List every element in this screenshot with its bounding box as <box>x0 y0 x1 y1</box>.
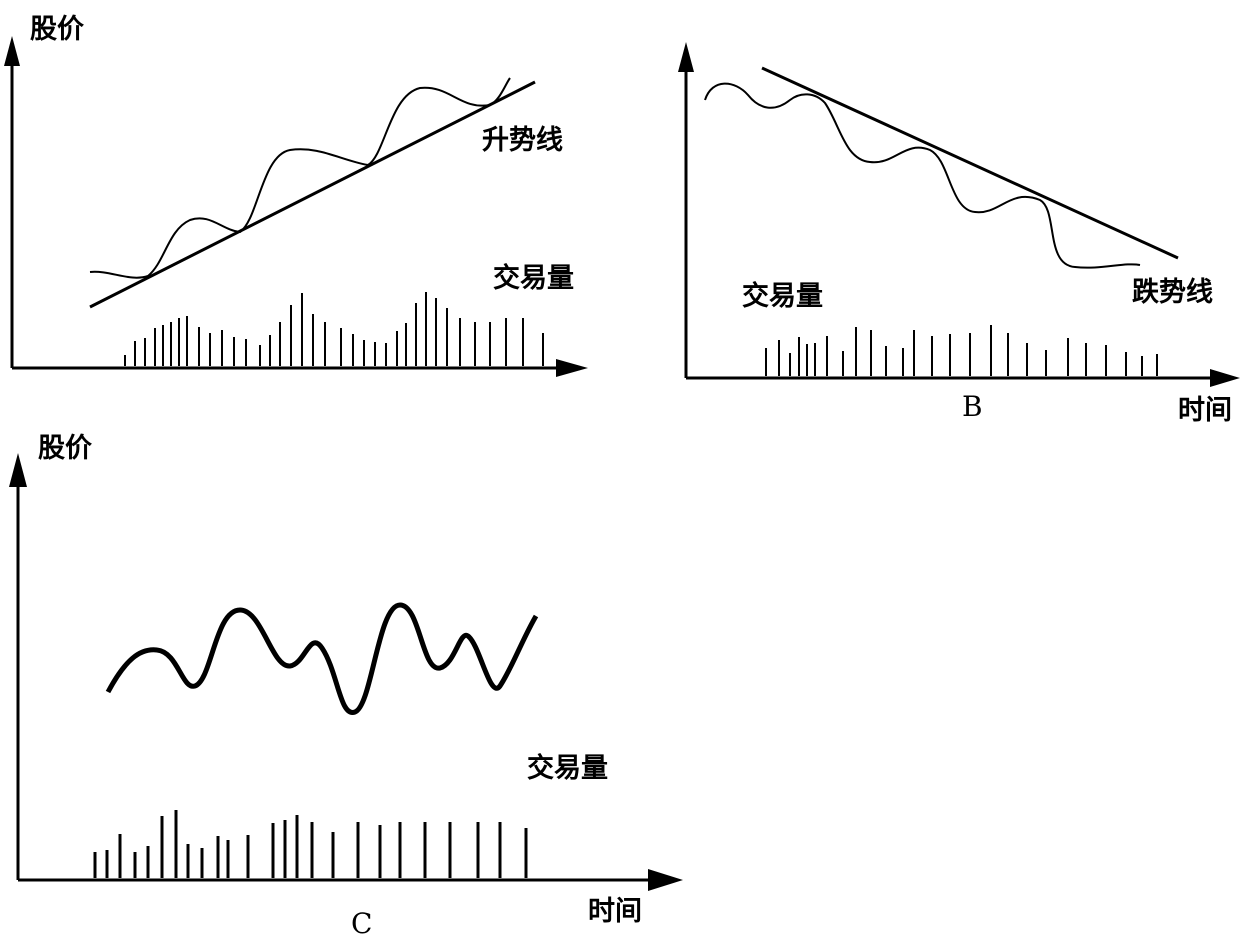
panel-c-price-curve <box>105 602 539 715</box>
panel-a-price-curve <box>89 77 511 279</box>
panel-a-trend-label: 升势线 <box>482 125 563 156</box>
panel-b-trend-label: 跌势线 <box>1132 277 1213 308</box>
panel-a-y-axis-label: 股价 <box>30 14 85 45</box>
panel-a-volume-bars <box>124 292 544 366</box>
panel-c-y-axis-label: 股价 <box>38 433 93 464</box>
panel-b: 交易量 跌势线 B 时间 <box>678 42 1240 426</box>
panel-b-y-arrowhead <box>678 42 694 72</box>
panel-b-x-axis-label: 时间 <box>1178 395 1232 426</box>
panel-a-volume-label: 交易量 <box>493 262 574 294</box>
panel-b-price-curve <box>704 82 1141 269</box>
panel-b-caption: B <box>962 390 983 423</box>
panel-b-volume-label: 交易量 <box>742 280 823 312</box>
panel-c: 股价 交易量 C 时间 <box>9 433 683 936</box>
panel-a-uptrend-line <box>89 80 536 309</box>
panel-c-volume-bars <box>93 810 528 878</box>
panel-b-downtrend-line <box>761 66 1179 260</box>
panel-b-x-arrowhead <box>1210 369 1240 387</box>
panel-c-volume-label: 交易量 <box>527 752 608 784</box>
panel-a-y-arrowhead <box>4 36 20 66</box>
panel-c-caption: C <box>351 907 372 936</box>
panel-c-x-axis-label: 时间 <box>588 896 642 927</box>
panel-a: 股价 升势线 交易量 <box>4 14 588 377</box>
panel-a-x-arrowhead <box>556 359 588 377</box>
panel-c-x-arrowhead <box>648 869 683 891</box>
panel-c-y-arrowhead <box>9 453 27 487</box>
panel-b-volume-bars <box>765 325 1158 376</box>
